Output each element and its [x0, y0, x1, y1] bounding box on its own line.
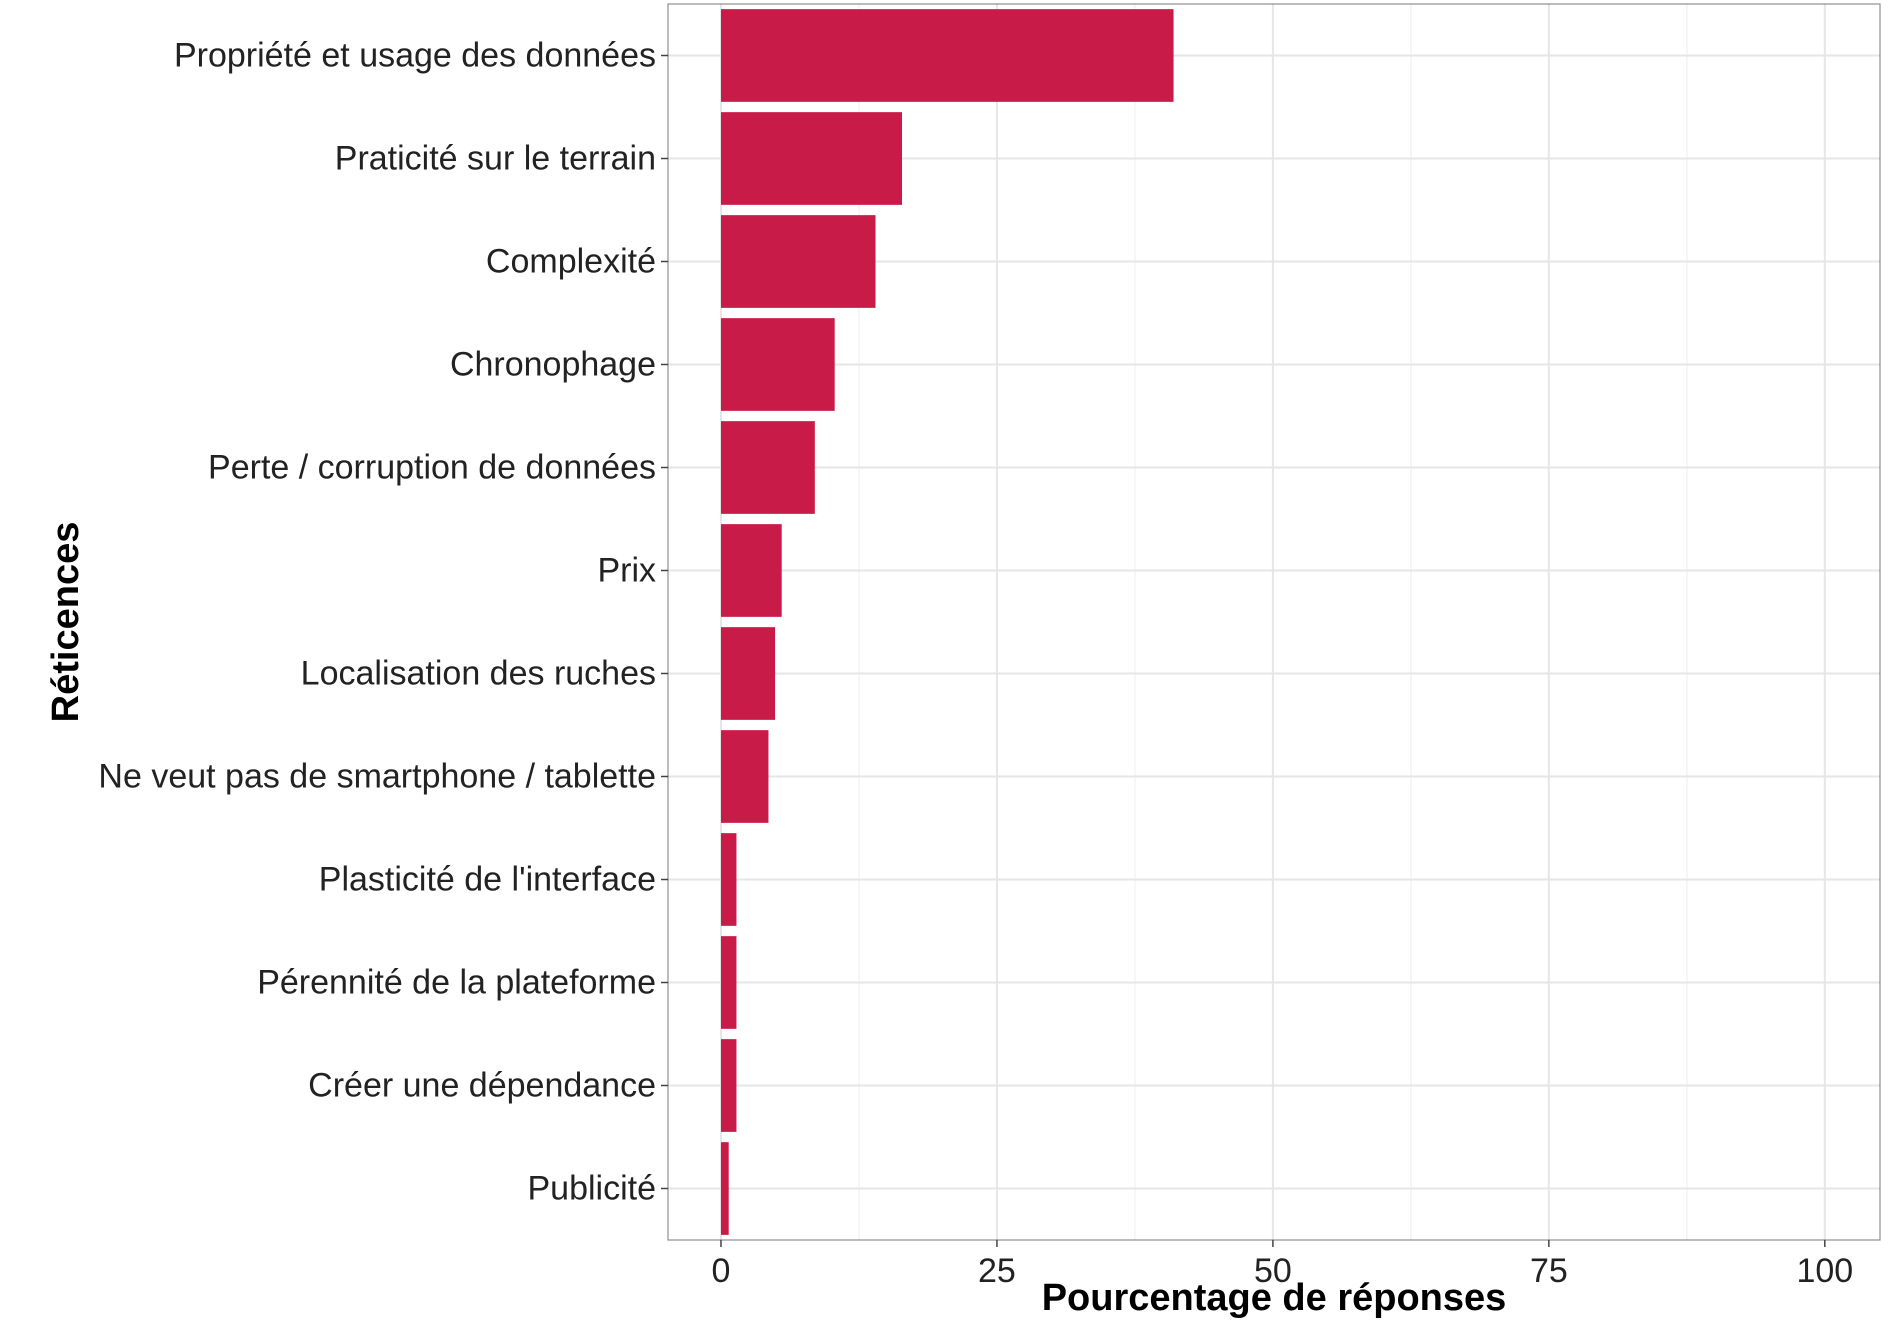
x-tick-label: 25 [978, 1252, 1016, 1290]
x-tick-label: 100 [1796, 1252, 1853, 1290]
bar [720, 112, 903, 205]
bar [720, 524, 782, 617]
bar [720, 215, 876, 308]
bars [720, 9, 1174, 1235]
y-tick-label: Publicité [527, 1170, 656, 1208]
bar [720, 1039, 737, 1132]
y-tick-label: Créer une dépendance [308, 1067, 656, 1105]
bar [720, 421, 815, 514]
bar [720, 1142, 729, 1235]
y-axis-ticks: Propriété et usage des données Praticité … [98, 37, 668, 1208]
x-axis-title: Pourcentage de réponses [1042, 1277, 1507, 1319]
y-tick-label: Praticité sur le terrain [335, 140, 656, 178]
bar [720, 730, 769, 823]
plot-border [667, 3, 1881, 1241]
x-axis-ticks: 0 25 50 75 100 [712, 1240, 1853, 1290]
bar [720, 936, 737, 1029]
bar [720, 833, 737, 926]
y-axis-title: Réticences [45, 522, 87, 723]
y-tick-label: Perte / corruption de données [208, 449, 656, 487]
y-tick-label: Chronophage [450, 346, 656, 384]
bar [720, 318, 835, 411]
y-tick-label: Plasticité de l'interface [319, 861, 656, 899]
y-tick-label: Propriété et usage des données [174, 37, 656, 75]
y-tick-label: Prix [597, 552, 656, 590]
bar [720, 9, 1174, 102]
plot-panel [668, 4, 1880, 1240]
y-tick-label: Ne veut pas de smartphone / tablette [98, 758, 656, 796]
x-tick-label: 75 [1530, 1252, 1568, 1290]
bar [720, 627, 776, 720]
x-tick-label: 0 [712, 1252, 731, 1290]
y-tick-label: Pérennité de la plateforme [257, 964, 656, 1002]
x-tick-label: 50 [1254, 1252, 1292, 1290]
y-tick-label: Complexité [486, 243, 656, 281]
grid [668, 4, 1880, 1240]
y-tick-label: Localisation des ruches [301, 655, 656, 693]
